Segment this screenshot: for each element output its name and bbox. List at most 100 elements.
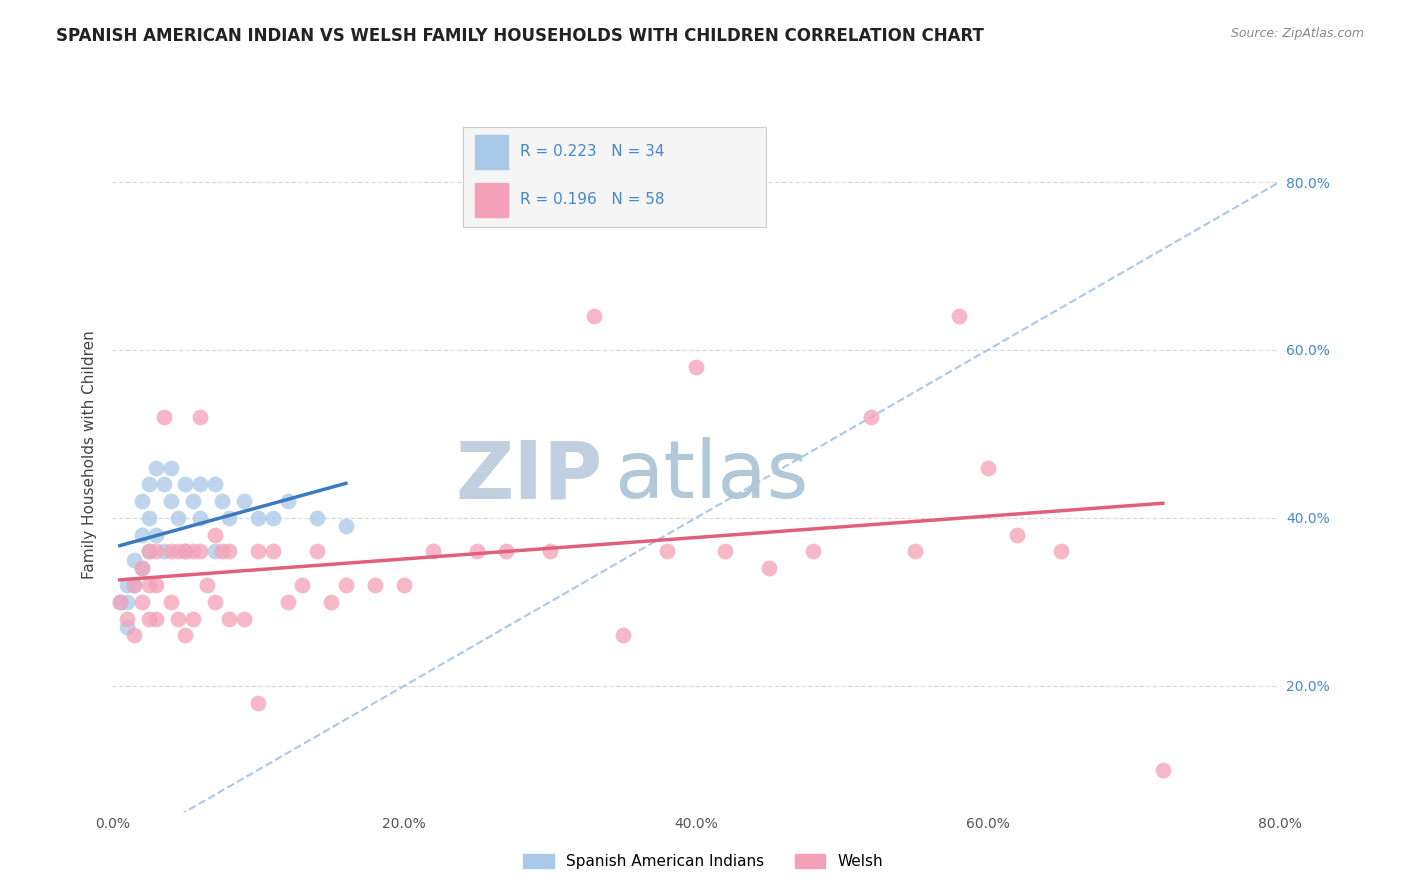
- Point: [465, 544, 488, 558]
- Point: [305, 544, 328, 558]
- Text: R = 0.196   N = 58: R = 0.196 N = 58: [520, 192, 665, 207]
- Point: [1152, 763, 1174, 777]
- Point: [138, 477, 160, 491]
- Point: [232, 612, 254, 626]
- Point: [174, 544, 197, 558]
- Point: [108, 595, 131, 609]
- Point: [1049, 544, 1071, 558]
- Point: [204, 477, 226, 491]
- Point: [124, 578, 146, 592]
- Point: [160, 460, 183, 475]
- Point: [145, 612, 167, 626]
- Point: [758, 561, 780, 575]
- Point: [152, 410, 174, 425]
- Point: [138, 544, 160, 558]
- Point: [247, 544, 270, 558]
- Point: [859, 410, 883, 425]
- Point: [218, 612, 240, 626]
- Point: [138, 578, 160, 592]
- Point: [195, 578, 218, 592]
- Point: [181, 612, 204, 626]
- Point: [174, 544, 197, 558]
- Bar: [475, 183, 508, 217]
- Point: [167, 511, 190, 525]
- Point: [188, 544, 211, 558]
- Point: [291, 578, 314, 592]
- Point: [801, 544, 824, 558]
- Text: Source: ZipAtlas.com: Source: ZipAtlas.com: [1230, 27, 1364, 40]
- Legend: Spanish American Indians, Welsh: Spanish American Indians, Welsh: [517, 848, 889, 875]
- Point: [131, 561, 153, 575]
- Y-axis label: Family Households with Children: Family Households with Children: [82, 331, 97, 579]
- Point: [904, 544, 927, 558]
- Bar: [475, 135, 508, 169]
- Point: [131, 494, 153, 508]
- Point: [685, 359, 707, 374]
- Point: [181, 494, 204, 508]
- Point: [422, 544, 444, 558]
- Point: [335, 519, 357, 533]
- Point: [276, 595, 298, 609]
- Point: [152, 477, 174, 491]
- Point: [138, 544, 160, 558]
- Text: SPANISH AMERICAN INDIAN VS WELSH FAMILY HOUSEHOLDS WITH CHILDREN CORRELATION CHA: SPANISH AMERICAN INDIAN VS WELSH FAMILY …: [56, 27, 984, 45]
- Point: [145, 460, 167, 475]
- Point: [188, 410, 211, 425]
- Point: [218, 511, 240, 525]
- Point: [262, 544, 284, 558]
- Point: [276, 494, 298, 508]
- Point: [211, 544, 233, 558]
- Point: [582, 310, 605, 324]
- Point: [714, 544, 737, 558]
- Point: [115, 620, 138, 634]
- Point: [335, 578, 357, 592]
- Point: [145, 544, 167, 558]
- Point: [138, 612, 160, 626]
- Point: [247, 696, 270, 710]
- Point: [262, 511, 284, 525]
- Point: [321, 595, 343, 609]
- Point: [108, 595, 131, 609]
- Point: [167, 544, 190, 558]
- Point: [976, 460, 998, 475]
- Point: [204, 595, 226, 609]
- Point: [305, 511, 328, 525]
- Point: [131, 561, 153, 575]
- Point: [655, 544, 678, 558]
- Text: R = 0.223   N = 34: R = 0.223 N = 34: [520, 145, 665, 159]
- Text: atlas: atlas: [614, 437, 808, 516]
- Point: [188, 477, 211, 491]
- Point: [1005, 527, 1028, 541]
- Point: [115, 578, 138, 592]
- Point: [181, 544, 204, 558]
- Point: [131, 527, 153, 541]
- Point: [188, 511, 211, 525]
- Point: [138, 511, 160, 525]
- Point: [204, 527, 226, 541]
- Point: [538, 544, 561, 558]
- Point: [218, 544, 240, 558]
- Point: [174, 628, 197, 642]
- Point: [160, 544, 183, 558]
- Point: [152, 544, 174, 558]
- Point: [115, 612, 138, 626]
- Point: [211, 494, 233, 508]
- Point: [145, 578, 167, 592]
- Point: [612, 628, 634, 642]
- Point: [124, 553, 146, 567]
- Point: [948, 310, 970, 324]
- Point: [364, 578, 387, 592]
- Point: [495, 544, 517, 558]
- Point: [204, 544, 226, 558]
- Point: [160, 494, 183, 508]
- Point: [145, 527, 167, 541]
- Point: [124, 628, 146, 642]
- Point: [232, 494, 254, 508]
- Point: [174, 477, 197, 491]
- Point: [167, 612, 190, 626]
- Point: [392, 578, 416, 592]
- Point: [115, 595, 138, 609]
- Text: ZIP: ZIP: [456, 437, 603, 516]
- Point: [247, 511, 270, 525]
- Point: [160, 595, 183, 609]
